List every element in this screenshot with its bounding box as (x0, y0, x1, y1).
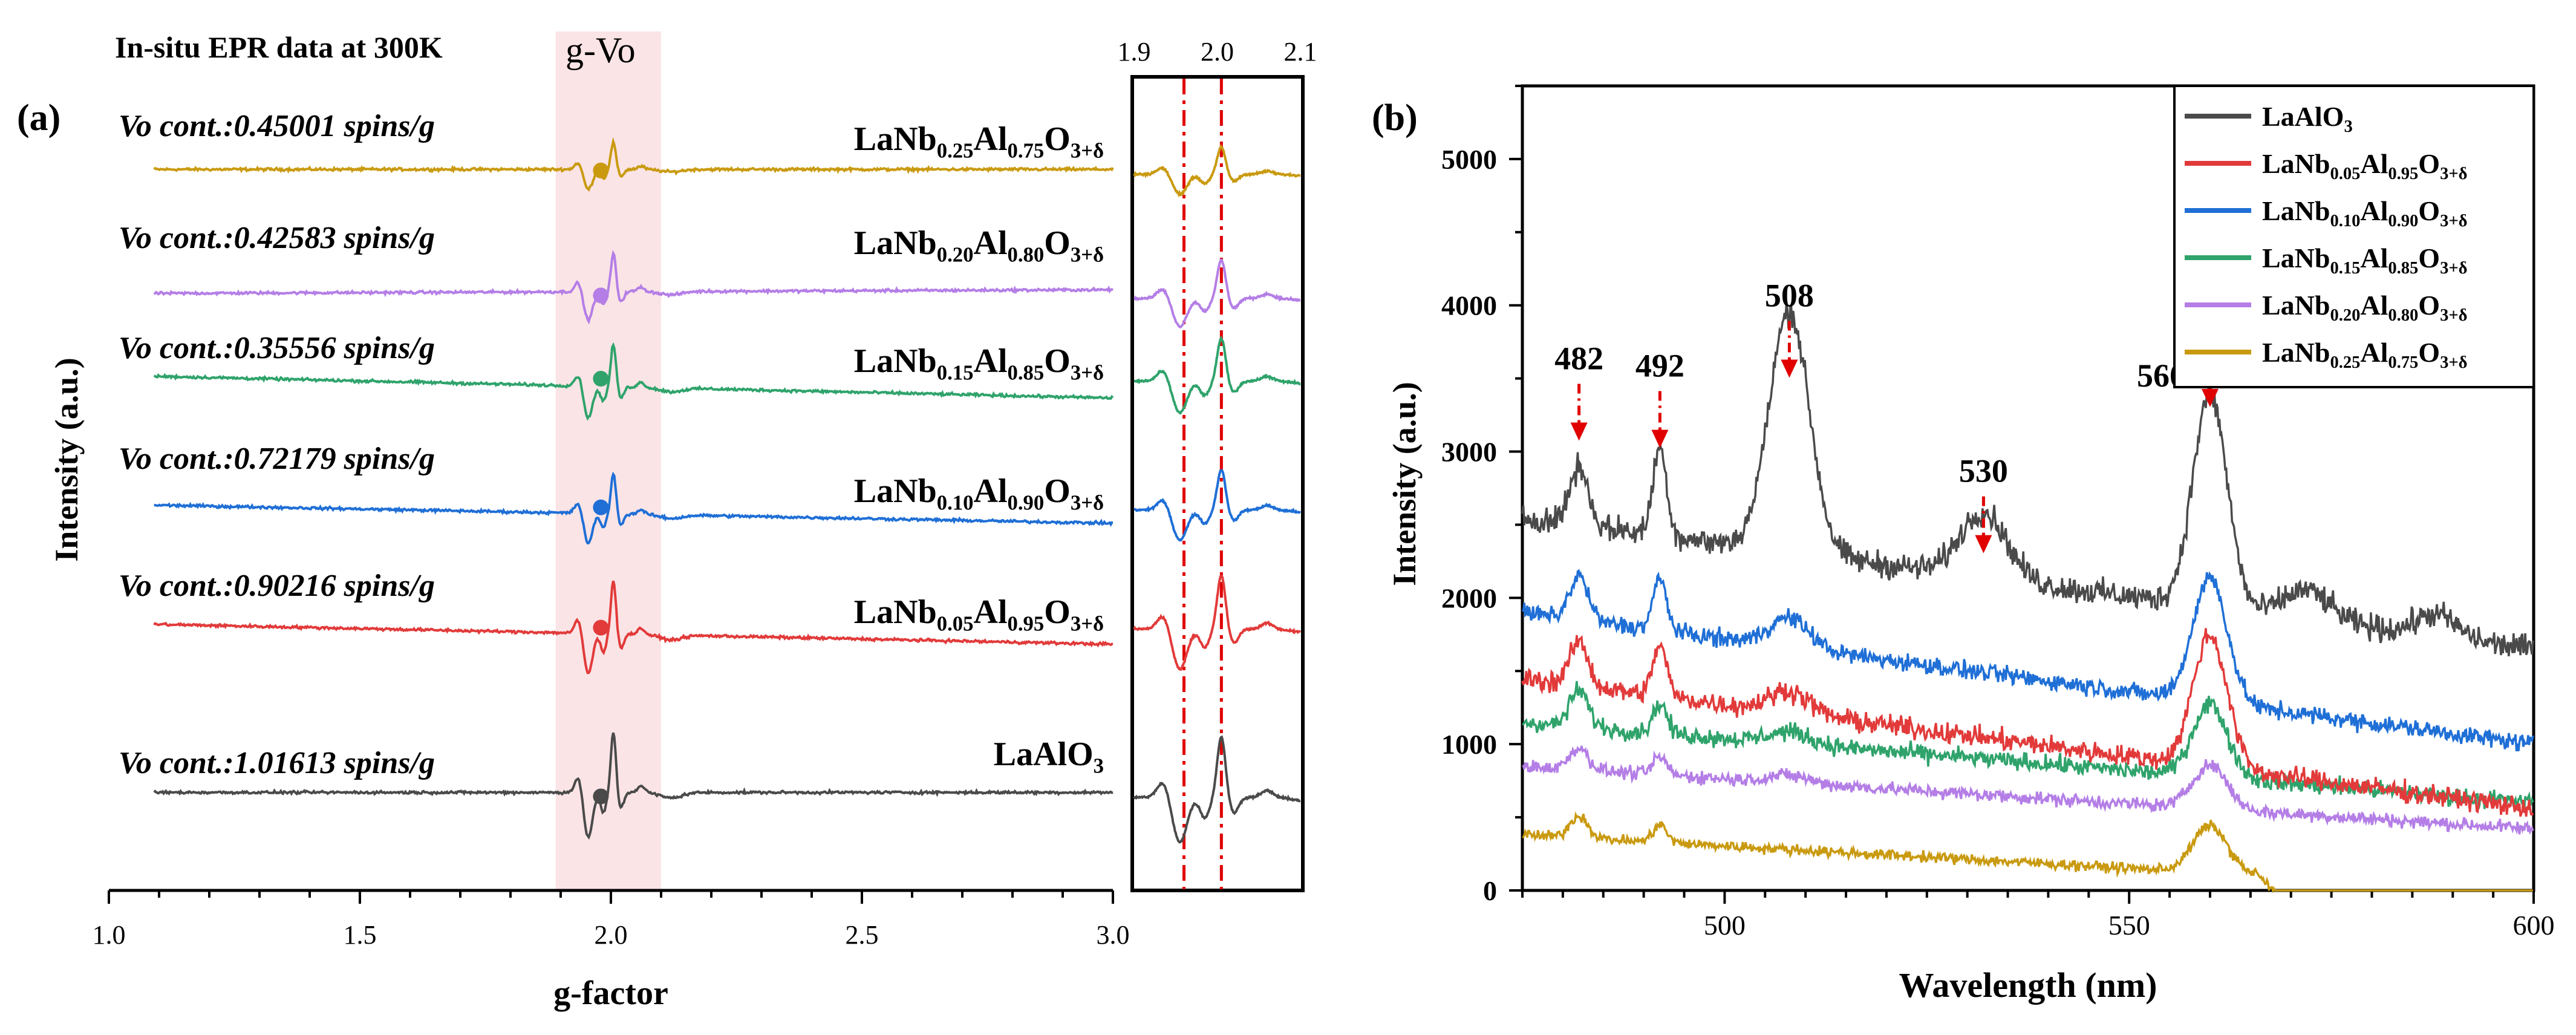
pl-curve-x020 (1522, 745, 2534, 835)
a-x-tick-label: 2.0 (595, 920, 628, 950)
panel-b: (b) 500 550 600 0 1000 2000 3000 4000 5000 Wavel… (1372, 84, 2555, 1005)
vo-content-x010: Vo cont.:0.72179 spins/g (119, 442, 435, 476)
a-x-tick-label: 3.0 (1097, 920, 1130, 950)
b-y-tick-label: 0 (1483, 875, 1497, 906)
epr-marker-LaAlO3 (593, 788, 609, 805)
peak-arrow-head (1651, 429, 1669, 448)
b-y-tick-label: 5000 (1441, 144, 1497, 175)
inset-tick-label: 2.1 (1284, 37, 1317, 67)
epr-marker-x010 (593, 499, 609, 515)
legend-label-LaAlO3: LaAlO3​ (2262, 101, 2353, 136)
epr-curve-x010 (154, 471, 1113, 545)
pl-curve-x010 (1521, 569, 2534, 752)
vo-content-LaAlO3: Vo cont.:1.01613 spins/g (119, 746, 435, 780)
inset-frame (1130, 75, 1305, 892)
peak-label-530: 530 (1959, 453, 2008, 489)
peak-arrow-head (1975, 535, 1992, 553)
peak-label-492: 492 (1635, 348, 1684, 384)
b-y-tick-label: 2000 (1441, 583, 1497, 613)
inset-tick-label: 1.9 (1118, 37, 1151, 67)
inset-tick-labels: 1.9 2.0 2.1 (1118, 37, 1317, 67)
vo-content-x020: Vo cont.:0.42583 spins/g (119, 221, 435, 255)
epr-curve-x020 (153, 250, 1114, 325)
a-x-tick-label: 1.5 (344, 920, 377, 950)
inset-curve-LaAlO3 (1133, 735, 1301, 844)
legend-label-x020: LaNb0.20​Al0.80​O3+δ​ (2262, 290, 2467, 325)
epr-curve-x025 (153, 137, 1114, 192)
a-vo-labels: Vo cont.:0.45001 spins/g Vo cont.:0.42583… (119, 109, 435, 780)
peak-label-508: 508 (1765, 277, 1814, 313)
peak-arrow-head (2201, 388, 2219, 407)
inset-curve-x005 (1133, 574, 1302, 671)
peak-label-482: 482 (1554, 340, 1603, 376)
b-x-axis-label: Wavelength (nm) (1899, 965, 2157, 1005)
legend-label-x015: LaNb0.15​Al0.85​O3+δ​ (2262, 243, 2467, 278)
inset-curve-x025 (1133, 144, 1301, 198)
series-label-x015: LaNb0.15​Al0.85​O3+δ​ (854, 342, 1104, 384)
b-x-tick-label: 500 (1704, 910, 1746, 941)
pl-curve-x005 (1521, 628, 2534, 817)
a-x-axis-label: g-factor (553, 975, 668, 1012)
series-label-x010: LaNb0.10​Al0.90​O3+δ​ (854, 472, 1104, 514)
a-curves (153, 137, 1114, 840)
vo-content-x005: Vo cont.:0.90216 spins/g (119, 569, 435, 603)
peak-arrow-head (1781, 359, 1798, 378)
series-label-x005: LaNb0.05​Al0.95​O3+δ​ (854, 593, 1104, 635)
inset-curve-x020 (1133, 258, 1301, 329)
b-y-axis-label: Intensity (a.u.) (1386, 382, 1423, 586)
series-label-x025: LaNb0.25​Al0.75​O3+δ​ (854, 120, 1104, 162)
a-x-tick-labels: 1.0 1.5 2.0 2.5 3.0 (93, 920, 1130, 950)
epr-header: In-situ EPR data at 300K (115, 30, 443, 64)
a-x-tick-label: 1.0 (93, 920, 126, 950)
pl-curve-x025 (1522, 811, 2533, 893)
legend: LaAlO3​ LaNb0.05​Al0.95​O3+δ​ LaNb0.10​Al0… (2173, 85, 2535, 388)
b-y-tick-label: 1000 (1441, 729, 1497, 760)
pl-curve-LaAlO3 (1521, 302, 2534, 657)
epr-curve-x015 (153, 342, 1114, 421)
b-ticks (1509, 85, 2535, 904)
epr-marker-x015 (593, 371, 609, 387)
b-x-tick-label: 550 (2108, 910, 2150, 941)
panel-a-label: (a) (17, 97, 60, 139)
a-series-labels: LaNb0.25​Al0.75​O3+δ​ LaNb0.20​Al0.80​O3+… (854, 120, 1104, 777)
b-x-tick-label: 600 (2513, 910, 2555, 941)
a-y-axis-label: Intensity (a.u.) (48, 358, 85, 562)
series-label-LaAlO3: LaAlO3​ (994, 736, 1104, 777)
epr-marker-x005 (593, 619, 609, 636)
band-label: g-Vo (566, 30, 636, 70)
b-tick-labels: 500 550 600 0 1000 2000 3000 4000 5000 (1441, 144, 2555, 941)
a-x-tick-label: 2.5 (846, 920, 879, 950)
epr-marker-x020 (593, 287, 609, 304)
epr-marker-x025 (593, 162, 609, 178)
legend-label-x010: LaNb0.10​Al0.90​O3+δ​ (2262, 195, 2467, 230)
vo-content-x015: Vo cont.:0.35556 spins/g (119, 331, 435, 365)
a-x-ticks (108, 890, 1114, 904)
epr-curve-LaAlO3 (153, 732, 1114, 840)
vo-content-x025: Vo cont.:0.45001 spins/g (119, 109, 435, 143)
peak-arrow-head (1570, 422, 1588, 441)
g-vo-band (555, 31, 661, 890)
b-y-tick-label: 4000 (1441, 290, 1497, 321)
inset-reference-lines (1182, 79, 1223, 889)
b-plot-frame (1521, 84, 2535, 892)
b-curves (1521, 302, 2534, 893)
inset-curve-x010 (1133, 468, 1302, 542)
panel-b-label: (b) (1372, 97, 1418, 139)
series-label-x020: LaNb0.20​Al0.80​O3+δ​ (854, 224, 1104, 266)
legend-label-x005: LaNb0.05​Al0.95​O3+δ​ (2262, 148, 2467, 183)
legend-label-x025: LaNb0.25​Al0.75​O3+δ​ (2262, 337, 2467, 372)
b-y-tick-label: 3000 (1441, 437, 1497, 468)
legend-items: LaAlO3​ LaNb0.05​Al0.95​O3+δ​ LaNb0.10​Al0… (2185, 101, 2467, 372)
inset-panel: 1.9 2.0 2.1 (1118, 37, 1317, 892)
inset-curve-x015 (1133, 335, 1301, 415)
legend-box (2173, 85, 2535, 388)
epr-curve-x005 (153, 580, 1114, 674)
inset-tick-label: 2.0 (1201, 37, 1234, 67)
inset-curves (1133, 144, 1302, 844)
panel-a: (a) In-situ EPR data at 300K g-Vo 1.0 1.5… (17, 30, 1130, 1012)
